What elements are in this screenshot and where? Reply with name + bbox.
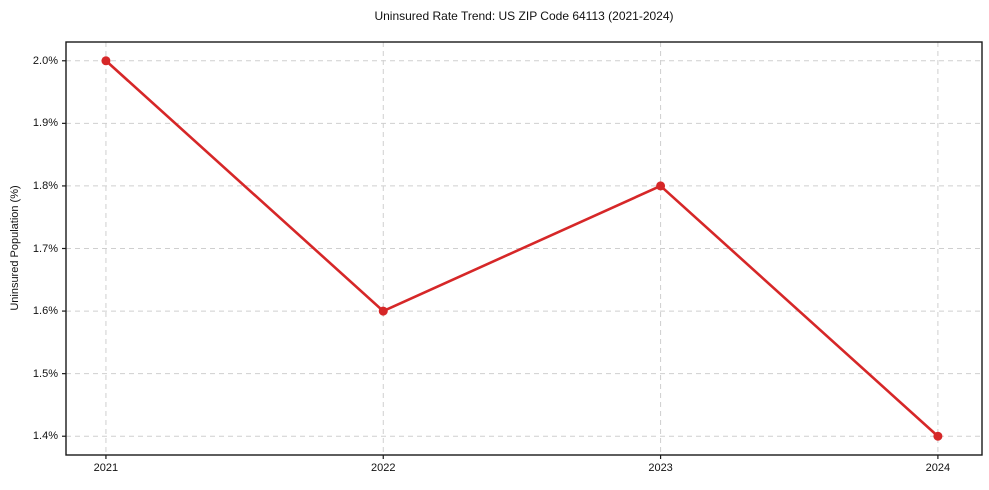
chart-title: Uninsured Rate Trend: US ZIP Code 64113 …: [374, 9, 674, 23]
data-point: [378, 306, 388, 316]
data-point: [933, 431, 943, 441]
data-point: [101, 56, 111, 66]
data-line: [104, 59, 940, 438]
data-point: [656, 181, 666, 191]
